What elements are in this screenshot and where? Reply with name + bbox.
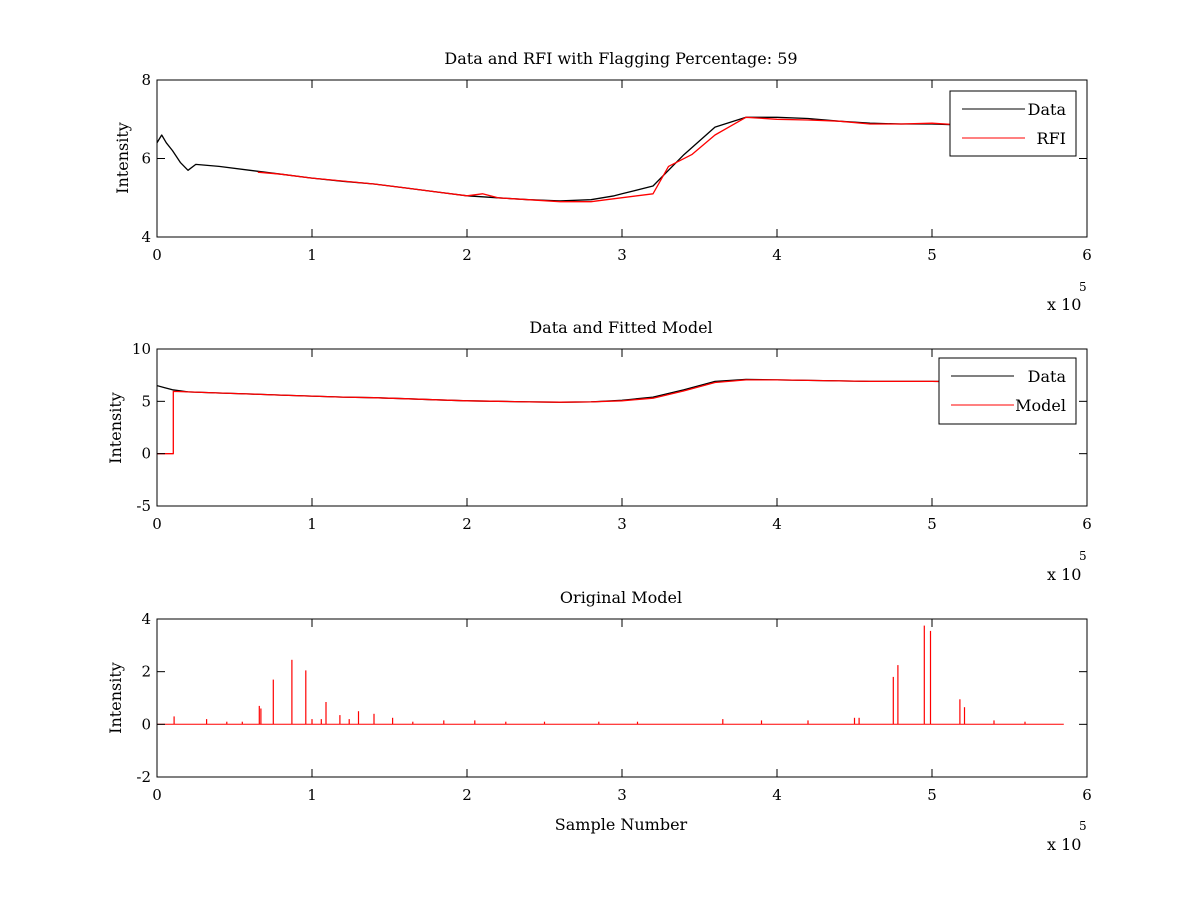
legend: Data Model [938,357,1077,425]
x-tick-label: 1 [307,246,317,264]
x-tick-label: 4 [772,246,782,264]
legend-entry-model: Model [1015,396,1066,415]
plot-area [157,349,1087,506]
y-tick-label: -5 [136,497,151,515]
chart-title: Data and Fitted Model [529,318,712,337]
x-axis-exponent-power: 5 [1079,819,1087,833]
y-tick-label: 0 [141,715,151,733]
y-tick-label: 5 [141,392,151,410]
y-tick-label: 6 [141,150,151,168]
legend-box [949,90,1077,157]
legend-entry-data: Data [1028,100,1067,119]
x-tick-label: 2 [462,786,472,804]
series-line-model [157,379,1064,455]
x-tick-label: 6 [1082,786,1092,804]
x-tick-label: 3 [617,246,627,264]
plot-area [157,80,1087,237]
legend-entry-rfi: RFI [1037,129,1066,148]
x-tick-label: 3 [617,786,627,804]
x-axis-exponent: x 10 [1047,565,1081,584]
plot-area [157,619,1087,777]
y-axis-label: Intensity [106,662,125,734]
y-tick-label: 8 [141,71,151,89]
x-axis-exponent: x 10 [1047,295,1081,314]
panel-original-model: Original Model Intensity Sample Number x… [106,588,1092,854]
y-tick-label: 0 [141,445,151,463]
panel-data-and-fitted-model: Data and Fitted Model Intensity x 10 5 0… [106,318,1092,584]
x-axis-exponent-power: 5 [1079,280,1087,294]
chart-title: Data and RFI with Flagging Percentage: 5… [444,49,797,68]
panel-data-and-rfi: Data and RFI with Flagging Percentage: 5… [113,49,1092,314]
x-tick-label: 0 [152,786,162,804]
x-tick-label: 0 [152,515,162,533]
x-tick-label: 4 [772,786,782,804]
series-line-rfi [257,116,1026,203]
legend: Data RFI [949,90,1077,157]
x-tick-label: 2 [462,246,472,264]
y-tick-label: 10 [132,340,151,358]
y-tick-label: 4 [141,610,151,628]
legend-entry-data: Data [1028,367,1067,386]
x-tick-label: 6 [1082,515,1092,533]
legend-box [938,357,1077,425]
x-tick-label: 2 [462,515,472,533]
x-axis-exponent-power: 5 [1079,549,1087,563]
y-tick-label: 2 [141,663,151,681]
x-tick-label: 1 [307,515,317,533]
x-tick-label: 4 [772,515,782,533]
x-tick-label: 5 [927,246,937,264]
y-tick-label: -2 [136,768,151,786]
y-axis-label: Intensity [106,392,125,464]
x-tick-label: 5 [927,786,937,804]
x-axis-exponent: x 10 [1047,835,1081,854]
x-tick-label: 6 [1082,246,1092,264]
y-axis-label: Intensity [113,122,132,194]
x-axis-label: Sample Number [555,815,688,834]
x-tick-label: 0 [152,246,162,264]
chart-title: Original Model [560,588,682,607]
x-tick-label: 1 [307,786,317,804]
x-tick-label: 5 [927,515,937,533]
x-tick-label: 3 [617,515,627,533]
y-tick-label: 4 [141,228,151,246]
